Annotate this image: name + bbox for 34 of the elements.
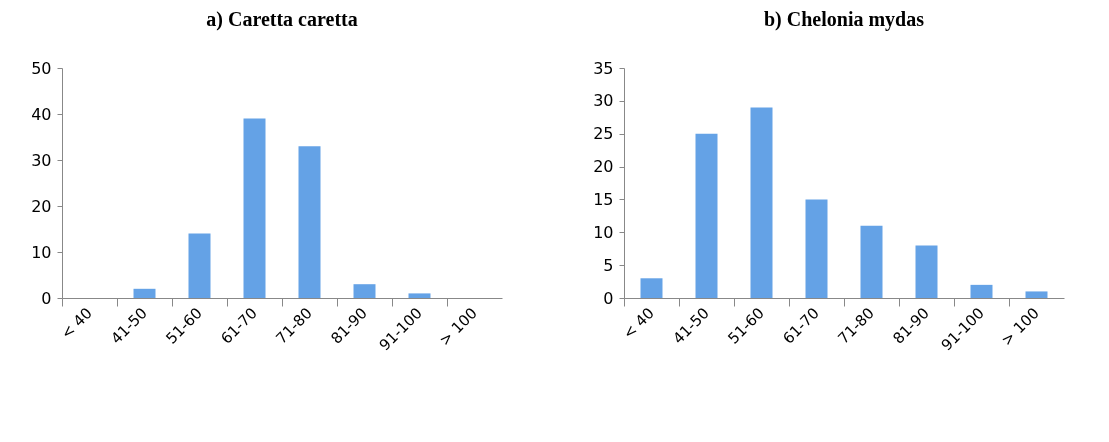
y-tick-label: 30 (593, 91, 614, 111)
y-tick-label: 0 (41, 288, 52, 308)
bar (243, 118, 266, 298)
bar (353, 284, 376, 298)
bar (298, 146, 321, 298)
x-tick-label: < 40 (57, 304, 96, 343)
y-tick-label: 15 (593, 189, 614, 209)
bar (1025, 291, 1048, 298)
y-tick-label: 20 (31, 196, 52, 216)
y-tick-label: 5 (603, 255, 614, 275)
bar (805, 199, 828, 298)
x-tick-label: > 100 (435, 304, 481, 350)
y-tick-label: 20 (593, 157, 614, 177)
chart-title: b) Chelonia mydas (763, 8, 925, 31)
x-tick-label: < 40 (619, 304, 658, 343)
bar (640, 278, 663, 298)
bar (915, 245, 938, 298)
x-tick-label: > 100 (997, 304, 1043, 350)
bar (860, 225, 883, 298)
y-tick-label: 10 (593, 222, 614, 242)
y-tick-label: 0 (603, 288, 614, 308)
y-tick-label: 30 (31, 150, 52, 170)
y-tick-label: 25 (593, 124, 614, 144)
bar (408, 293, 431, 298)
y-tick-label: 50 (31, 58, 52, 78)
bar (970, 284, 993, 298)
bar (133, 288, 156, 298)
chart-title: a) Caretta caretta (206, 8, 358, 31)
y-tick-label: 40 (31, 104, 52, 124)
bar (750, 107, 773, 298)
y-tick-label: 35 (593, 58, 614, 78)
bar (188, 233, 211, 298)
bar (695, 133, 718, 298)
y-tick-label: 10 (31, 242, 52, 262)
